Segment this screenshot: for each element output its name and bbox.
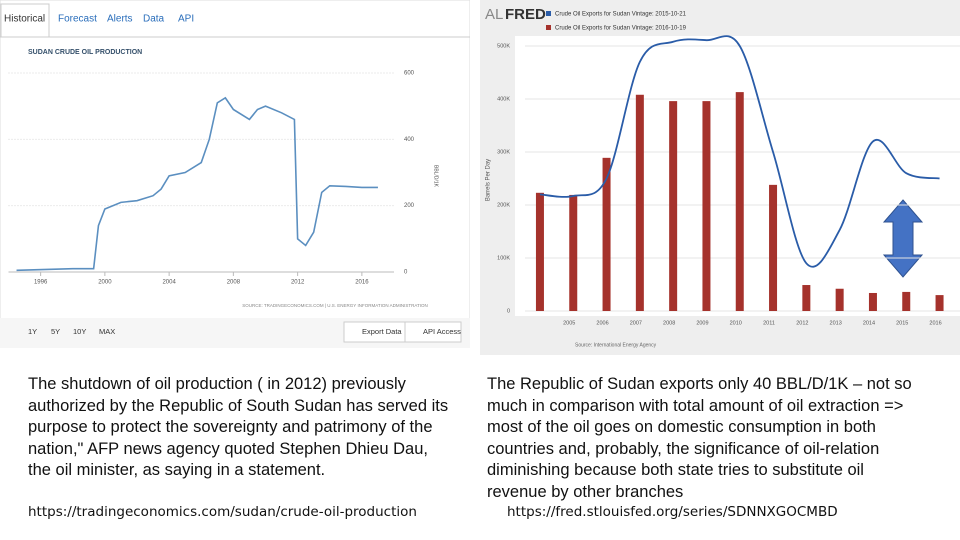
y-tick-label: 0 [507,308,510,314]
source-url: https://tradingeconomics.com/sudan/crude… [28,504,417,520]
x-tick-label: 2014 [863,320,875,326]
x-tick-label: 2006 [596,320,608,326]
x-tick-label: 2008 [227,280,241,286]
x-tick-label: 2016 [355,280,369,286]
bar [702,101,711,312]
tab[interactable]: Forecast [58,14,97,25]
y-tick-label: 300K [497,149,510,155]
paragraph-line: most of the oil goes on domestic consump… [487,418,876,436]
bar [835,288,844,311]
right-screenshot: AL FRED Barrels Per Day Source: Internat… [480,0,960,355]
active-tab[interactable] [0,3,50,38]
paragraph-line: countries and, probably, the significanc… [487,439,880,458]
bar [769,184,778,311]
x-tick-label: 2016 [929,320,941,326]
legend-label: Crude Oil Exports for Sudan Vintage: 201… [555,12,687,18]
paragraph-line: authorized by the Republic of South Suda… [28,396,449,415]
tab[interactable]: API [178,14,194,25]
legend-label: Crude Oil Exports for Sudan Vintage: 201… [555,26,687,32]
y-tick-label: 0 [404,270,408,276]
x-tick-label: 2011 [763,320,775,326]
y-tick-label: 400K [497,96,510,102]
button[interactable]: 5Y [51,327,60,336]
x-tick-label: 1996 [34,280,48,286]
chart-title: SUDAN CRUDE OIL PRODUCTION [28,49,142,56]
bar [535,192,544,311]
logo-fred: FRED [505,6,546,23]
x-tick-label: 2004 [162,280,176,286]
button[interactable]: API Access [423,327,461,336]
legend-swatch [546,11,551,16]
bar [902,291,911,311]
paragraph-line: The Republic of Sudan exports only 40 BB… [487,375,912,393]
paragraph-line: much in comparison with total amount of … [487,396,904,415]
bar [635,94,644,311]
tab[interactable]: Alerts [107,14,133,25]
bar [868,292,877,311]
paragraph-line: purpose to protect the sovereignty and p… [28,418,433,436]
paragraph-line: revenue by other branches [487,482,684,501]
x-tick-label: 2005 [563,320,575,326]
tab[interactable]: Data [143,14,165,25]
button[interactable]: 10Y [73,327,86,336]
source: Source: International Energy Agency [575,342,657,348]
y-tick-label: 600 [404,71,415,77]
bar [669,101,678,312]
bar [802,285,811,311]
x-tick-label: 2008 [663,320,675,326]
paragraph-line: diminishing because both state tries to … [487,461,864,479]
x-tick-label: 2009 [696,320,708,326]
button[interactable]: MAX [99,327,115,336]
source: SOURCE: TRADINGECONOMICS.COM | U.S. ENER… [242,303,428,308]
paragraph-line: the oil minister, as saying in a stateme… [28,461,326,479]
y-tick-label: 100K [497,255,510,261]
left-screenshot: SUDAN CRUDE OIL PRODUCTION BBL/D/1K SOUR… [0,0,470,348]
x-tick-label: 2012 [796,320,808,326]
bar [735,92,744,311]
paragraph-line: nation," AFP news agency quoted Stephen … [28,439,428,458]
logo-al: AL [485,6,503,23]
frame [0,0,470,348]
y-tick-label: 200K [497,202,510,208]
tab[interactable]: Historical [4,14,45,25]
x-tick-label: 2010 [730,320,742,326]
y-tick-label: 200 [404,203,415,209]
x-tick-label: 2013 [830,320,842,326]
bar [569,194,578,311]
line [16,96,378,272]
y-axis-label: Barrels Per Day [486,159,492,201]
legend-swatch [546,25,551,30]
x-tick-label: 2012 [291,280,305,286]
paragraph-line: The shutdown of oil production ( in 2012… [28,375,406,393]
button[interactable]: Export Data [362,327,402,336]
bar [935,295,944,311]
bar [602,157,611,311]
y-tick-label: 400 [404,137,415,143]
source-url: https://fred.stlouisfed.org/series/SDNNX… [507,504,838,520]
button[interactable]: 1Y [28,327,37,336]
x-tick-label: 2000 [98,280,112,286]
x-tick-label: 2015 [896,320,908,326]
x-tick-label: 2007 [630,320,642,326]
y-tick-label: 500K [497,43,510,49]
button-bg[interactable] [404,321,462,343]
line [539,35,940,268]
y-axis-label: BBL/D/1K [433,165,439,188]
